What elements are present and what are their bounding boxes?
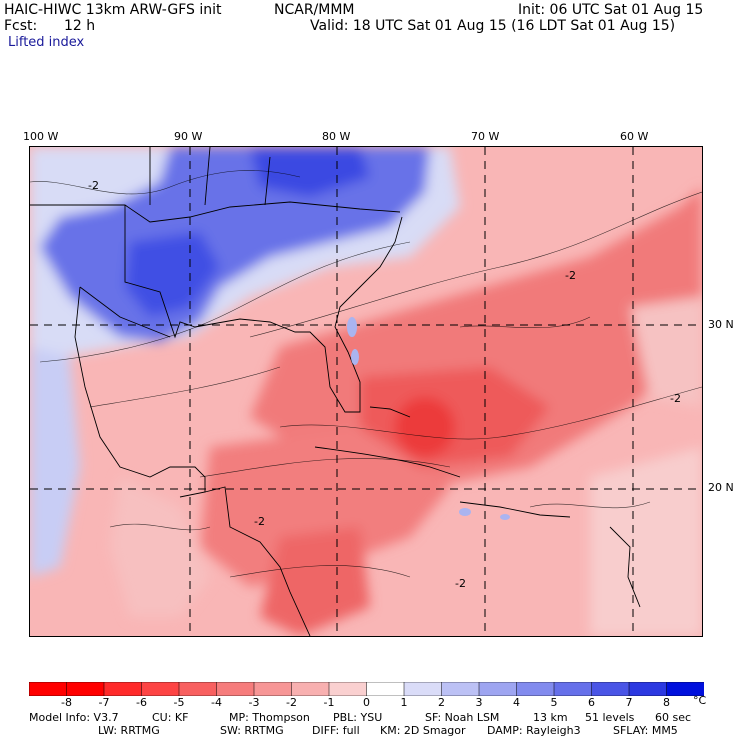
vertical-levels: 51 levels <box>585 711 635 724</box>
colorbar-swatch <box>141 681 180 697</box>
colorbar-tick-label: 2 <box>438 696 445 709</box>
colorbar-tick-label: -4 <box>211 696 222 709</box>
damping-option: DAMP: Rayleigh3 <box>487 724 581 737</box>
colorbar-unit: °C <box>693 694 707 707</box>
colorbar-swatch <box>253 681 293 697</box>
colorbar-tick-label: -8 <box>61 696 72 709</box>
lat-label-20n: 20 N <box>708 481 734 494</box>
colorbar-tick-label: 3 <box>475 696 483 709</box>
lon-label-70w: 70 W <box>471 130 500 143</box>
lon-label-90w: 90 W <box>174 130 203 143</box>
colorbar-tick-label: 4 <box>513 696 520 709</box>
colorbar-tick-label: 1 <box>400 696 408 709</box>
colorbar-tick-label: -2 <box>286 696 297 709</box>
colorbar-swatch <box>553 681 593 697</box>
colorbar-tick-label: 8 <box>663 696 670 709</box>
colorbar-swatch <box>441 681 480 697</box>
coastlines <box>30 147 641 636</box>
eddy-option: KM: 2D Smagor <box>380 724 466 737</box>
colorbar-tick-label: -6 <box>136 696 147 709</box>
microphysics-scheme: MP: Thompson <box>229 711 310 724</box>
colorbar-tick-label: 0 <box>363 696 370 709</box>
colorbar-swatch <box>328 681 368 697</box>
longwave-scheme: LW: RRTMG <box>98 724 160 737</box>
colorbar-tick-label: -1 <box>323 696 335 709</box>
colorbar-swatch <box>291 681 330 697</box>
colorbar-tick-label: 7 <box>625 696 633 709</box>
contour-lines <box>30 170 702 578</box>
contour-label: -2 <box>455 577 466 590</box>
colorbar-tick-label: 5 <box>550 696 558 709</box>
colorbar-tick-label: -3 <box>248 696 260 709</box>
init-time: Init: 06 UTC Sat 01 Aug 15 <box>518 2 704 18</box>
field-name: Lifted index <box>8 35 85 50</box>
forecast-label: Fcst: <box>4 18 38 34</box>
colorbar-swatch <box>216 681 255 697</box>
colorbar-swatch <box>478 681 518 697</box>
colorbar-swatch <box>103 681 143 697</box>
shortwave-scheme: SW: RRTMG <box>220 724 284 737</box>
lat-label-30n: 30 N <box>708 318 734 331</box>
colorbar-swatches <box>28 681 705 697</box>
contour-label: -2 <box>565 269 576 282</box>
colorbar-tick-label: -5 <box>173 696 185 709</box>
lon-label-60w: 60 W <box>620 130 649 143</box>
model-title: HAIC-HIWC 13km ARW-GFS init <box>4 2 222 18</box>
graticule <box>30 147 702 636</box>
time-step: 60 sec <box>655 711 692 724</box>
colorbar-tick-label: 6 <box>588 696 595 709</box>
diffusion-option: DIFF: full <box>312 724 360 737</box>
pbl-scheme: PBL: YSU <box>333 711 383 724</box>
colorbar-tick-label: -7 <box>98 696 110 709</box>
contour-label: -2 <box>254 515 265 528</box>
contour-label: -2 <box>88 179 99 192</box>
lon-label-100w: 100 W <box>23 130 59 143</box>
colorbar-swatch <box>366 681 405 697</box>
contour-label: -2 <box>670 392 681 405</box>
colorbar-swatch <box>28 681 68 697</box>
surface-scheme: SF: Noah LSM <box>425 711 500 724</box>
colorbar-swatch <box>628 681 668 697</box>
resolution: 13 km <box>533 711 568 724</box>
map-canvas <box>30 147 702 636</box>
positive-spots <box>347 317 510 520</box>
lon-label-80w: 80 W <box>322 130 351 143</box>
colorbar-swatch <box>66 681 105 697</box>
colorbar-swatch <box>178 681 218 697</box>
valid-time: Valid: 18 UTC Sat 01 Aug 15 (16 LDT Sat … <box>310 18 676 34</box>
model-info: Model Info: V3.7 <box>29 711 119 724</box>
colorbar-swatch <box>403 681 443 697</box>
org-label: NCAR/MMM <box>274 2 355 18</box>
cumulus-scheme: CU: KF <box>152 711 189 724</box>
colorbar-swatch <box>591 681 630 697</box>
surface-layer-option: SFLAY: MM5 <box>613 724 678 737</box>
colorbar-swatch <box>516 681 555 697</box>
forecast-hour: 12 h <box>64 18 96 34</box>
shaded-fields <box>30 147 702 636</box>
lifted-index-map[interactable]: -2 -2 -2 -2 -2 <box>29 146 703 637</box>
colorbar <box>28 681 705 700</box>
